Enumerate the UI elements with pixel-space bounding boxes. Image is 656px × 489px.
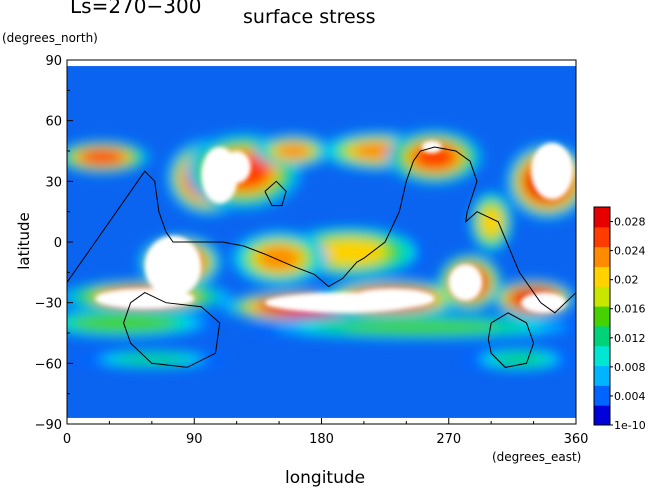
x-tick-label-3: 270	[436, 432, 461, 447]
colorbar-segment-3	[594, 345, 610, 367]
y-tick-label-1: 60	[45, 115, 62, 130]
chart-title: Ls=270−300	[70, 0, 202, 18]
x-tick-label-1: 90	[186, 432, 203, 447]
stress-band-5-5	[276, 143, 311, 159]
contour-line-1	[123, 292, 221, 368]
contour-line-3	[264, 180, 287, 207]
stress-band-12-5	[413, 144, 456, 170]
x-tick-label-2: 180	[309, 432, 334, 447]
topography-contours	[67, 146, 576, 368]
stress-band-13-5	[480, 207, 502, 237]
heatmap-plot-area	[67, 60, 576, 424]
colorbar-segment-9	[594, 226, 610, 248]
colorbar-label-4: 0.016	[614, 303, 646, 316]
colorbar-segment-7	[594, 266, 610, 287]
saturated-region-1	[95, 288, 195, 309]
y-axis-ticks: 90 60 30 0 −30 −60 −90	[35, 54, 73, 433]
colorbar-label-0: 1e-10	[614, 419, 646, 432]
colorbar-segment-1	[594, 385, 610, 406]
y-tick-label-4: −30	[35, 297, 62, 312]
x-tick-label-0: 0	[63, 432, 71, 447]
saturated-region-8	[222, 151, 251, 184]
colorbar-frame	[593, 206, 611, 426]
stress-band-17-5	[344, 320, 497, 333]
colorbar-segment-6	[594, 286, 610, 307]
chart-subtitle: surface stress	[243, 6, 376, 28]
saturated-region-5	[448, 264, 483, 301]
colorbar-label-2: 0.008	[614, 361, 646, 374]
x-axis-ticks: 0 90 180 270 360	[63, 418, 589, 447]
y-axis-unit: (degrees_north)	[2, 31, 98, 45]
colorbar-segment-8	[594, 246, 610, 267]
y-tick-label-2: 30	[45, 175, 62, 190]
colorbar-label-5: 0.02	[614, 274, 639, 287]
x-tick-label-4: 360	[564, 432, 589, 447]
colorbar-segment-0	[594, 405, 610, 426]
x-axis-unit: (degrees_east)	[492, 450, 582, 464]
y-tick-label-3: 0	[54, 236, 62, 251]
saturated-regions	[95, 140, 574, 313]
saturated-region-9	[421, 140, 442, 154]
stress-band-18-5	[117, 354, 186, 365]
saturated-region-4	[349, 288, 435, 309]
stress-band-0-5	[81, 149, 124, 165]
x-axis-label: longitude	[285, 468, 366, 488]
y-tick-label-0: 90	[45, 54, 62, 69]
colorbar-label-1: 0.004	[614, 390, 646, 403]
colorbar-segment-2	[594, 365, 610, 386]
colorbar-segment-5	[594, 306, 610, 327]
saturated-region-7	[530, 142, 574, 200]
saturated-region-0	[144, 235, 202, 297]
colorbar-segment-4	[594, 325, 610, 347]
colorbar: 1e-10 0.004 0.008 0.012 0.016 0.02 0.024 0.028	[593, 206, 646, 432]
contour-line-2	[487, 312, 535, 368]
stress-band-14-5	[315, 239, 384, 265]
contour-line-0	[67, 146, 576, 314]
saturated-region-6	[520, 292, 567, 313]
stress-band-19-5	[493, 353, 545, 366]
y-tick-label-5: −60	[35, 357, 62, 372]
colorbar-segment-10	[594, 207, 610, 228]
y-tick-label-6: −90	[35, 418, 62, 433]
colorbar-label-7: 0.028	[614, 216, 646, 229]
colorbar-label-3: 0.012	[614, 332, 646, 345]
colorbar-label-6: 0.024	[614, 245, 646, 258]
